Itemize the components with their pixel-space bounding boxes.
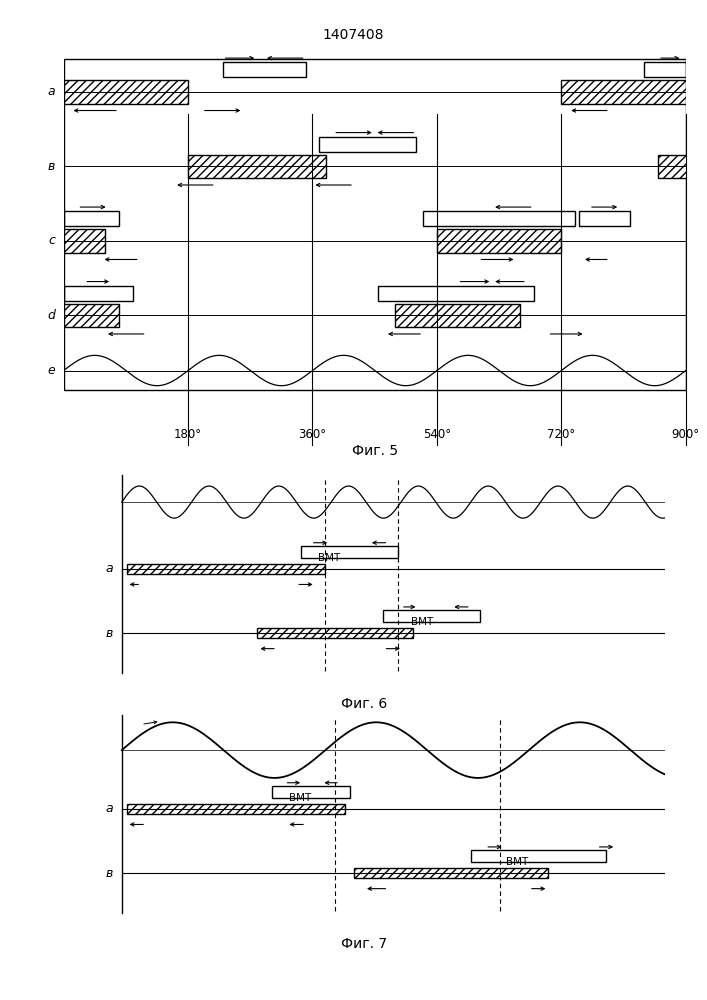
Bar <box>644 62 686 77</box>
Bar <box>64 229 105 253</box>
Text: a: a <box>105 562 113 575</box>
Bar <box>64 211 119 226</box>
Bar <box>188 155 327 178</box>
Text: в: в <box>48 160 55 173</box>
Text: 360°: 360° <box>298 428 327 441</box>
Text: Фиг. 5: Фиг. 5 <box>351 444 398 458</box>
Text: 900°: 900° <box>672 428 700 441</box>
Text: c: c <box>48 234 55 247</box>
Bar <box>64 286 133 301</box>
Bar <box>383 610 481 622</box>
Text: ВМТ: ВМТ <box>317 553 340 563</box>
Bar <box>578 211 631 226</box>
Bar <box>127 804 345 814</box>
Bar <box>423 211 575 226</box>
Bar <box>127 564 325 574</box>
Text: e: e <box>47 364 55 377</box>
Bar <box>437 229 561 253</box>
Bar <box>658 155 700 178</box>
Text: в: в <box>105 627 113 640</box>
Text: в: в <box>105 867 113 880</box>
Text: ВМТ: ВМТ <box>411 617 433 627</box>
Text: a: a <box>105 802 113 815</box>
Bar <box>320 137 416 152</box>
Text: ВМТ: ВМТ <box>506 857 528 867</box>
Bar <box>561 80 686 104</box>
Bar <box>272 786 349 798</box>
Bar <box>378 286 534 301</box>
Bar <box>471 850 607 862</box>
Bar <box>395 304 520 327</box>
Bar <box>354 868 548 878</box>
Bar <box>223 62 305 77</box>
Text: 1407408: 1407408 <box>323 28 384 42</box>
Text: a: a <box>47 85 55 98</box>
Text: ВМТ: ВМТ <box>288 793 311 803</box>
Bar <box>64 304 119 327</box>
Text: Фиг. 6: Фиг. 6 <box>341 697 387 711</box>
Text: 540°: 540° <box>423 428 451 441</box>
Bar <box>64 80 188 104</box>
Text: d: d <box>47 309 55 322</box>
Bar <box>301 546 398 558</box>
Text: 720°: 720° <box>547 428 575 441</box>
Text: Фиг. 7: Фиг. 7 <box>341 937 387 951</box>
Bar <box>257 628 413 638</box>
Bar <box>64 59 686 390</box>
Text: 180°: 180° <box>174 428 202 441</box>
